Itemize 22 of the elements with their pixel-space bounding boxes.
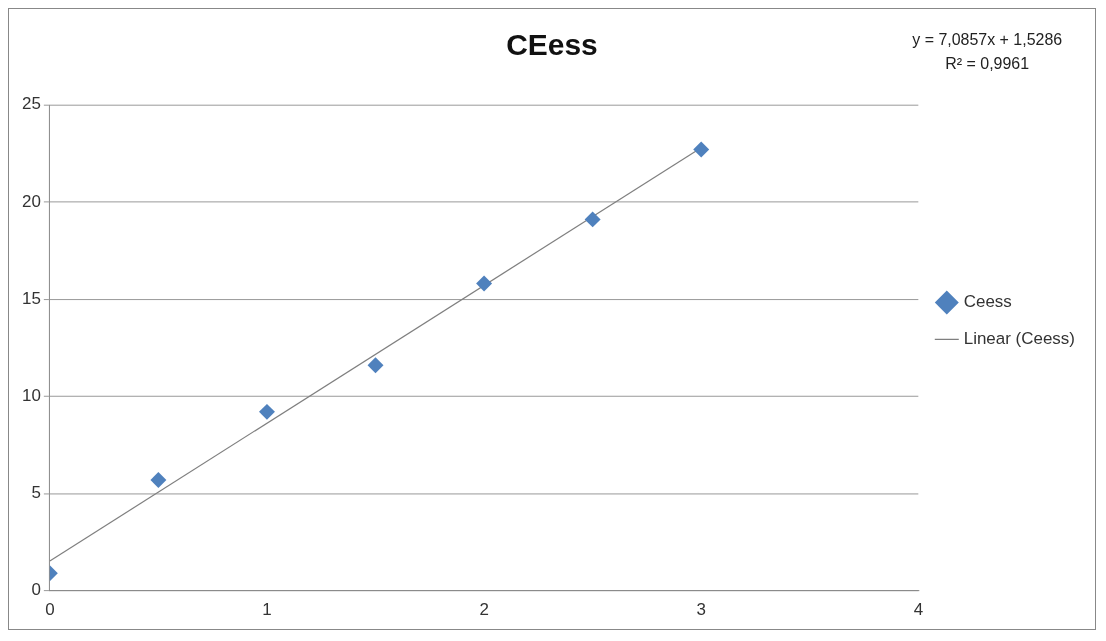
legend-label: Linear (Ceess) [963, 329, 1075, 349]
x-tick-label: 1 [262, 599, 272, 619]
point [258, 403, 275, 420]
legend-label: Ceess [963, 292, 1012, 312]
y-tick-label: 5 [31, 483, 41, 503]
y-tick-label: 15 [21, 288, 41, 308]
y-tick-label: 0 [31, 580, 41, 600]
x-tick-label: 3 [696, 599, 706, 619]
point [693, 141, 710, 158]
x-tick-label: 0 [45, 599, 55, 619]
chart-title: CEess [506, 28, 598, 62]
x-tick-label: 2 [479, 599, 489, 619]
x-tick-label: 4 [913, 599, 924, 619]
y-tick-label: 10 [21, 385, 41, 405]
point [367, 357, 384, 374]
text: y = 7,0857x + 1,5286 [912, 30, 1063, 48]
y-tick-label: 25 [21, 94, 41, 114]
text: R² = 0,9961 [945, 54, 1030, 72]
point [150, 471, 167, 488]
y-tick-label: 20 [21, 191, 41, 211]
point [476, 275, 493, 292]
point [584, 211, 601, 228]
